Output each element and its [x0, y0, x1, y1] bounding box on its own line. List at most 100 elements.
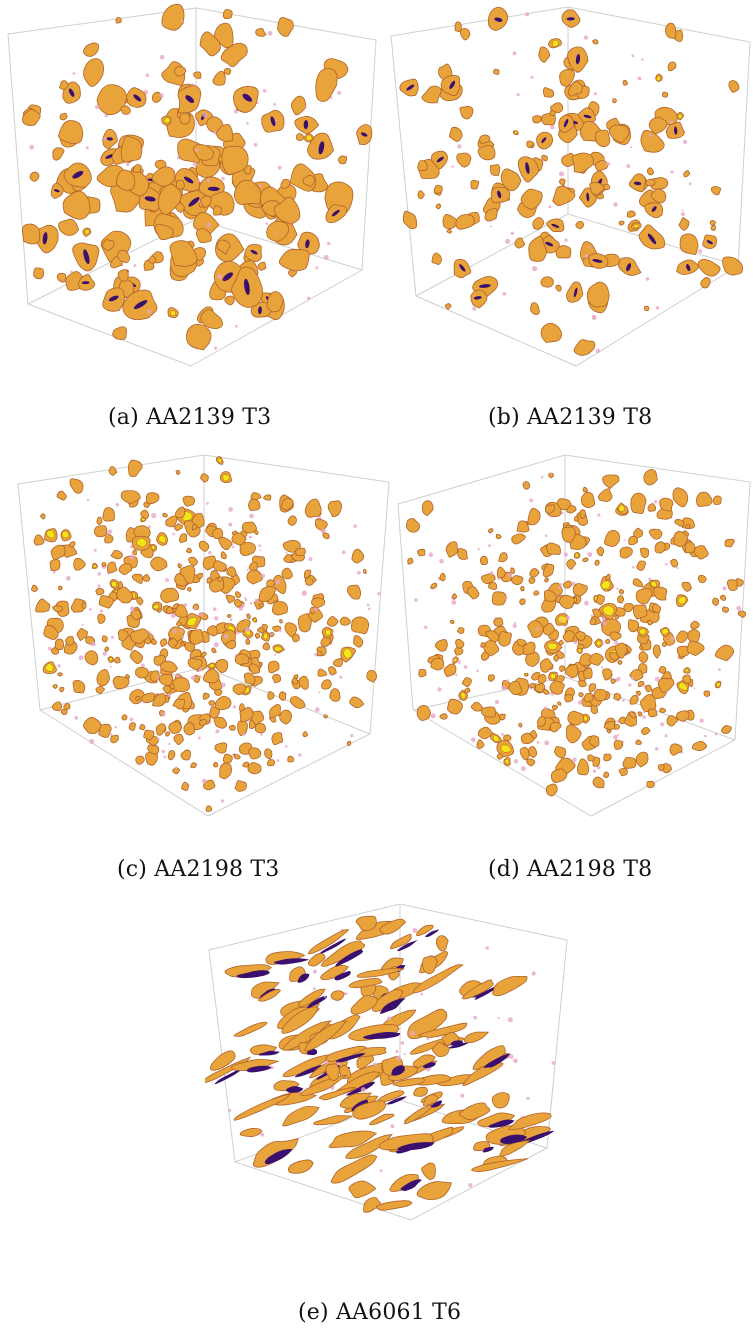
particle: [186, 586, 192, 592]
particle-speck: [244, 596, 247, 600]
particle: [498, 552, 508, 563]
particle-dark-shadow: [246, 1065, 273, 1073]
particle-highlight: [136, 538, 147, 548]
particle-speck: [350, 734, 354, 738]
particle: [464, 687, 471, 694]
particle-speck: [530, 75, 534, 79]
particle: [132, 573, 143, 584]
particle-speck: [670, 170, 674, 174]
particle: [73, 557, 86, 571]
particle: [200, 473, 209, 483]
particle: [349, 696, 365, 709]
particle-speck: [637, 76, 642, 81]
particle: [696, 491, 713, 507]
particle: [637, 711, 643, 717]
particle: [114, 656, 121, 664]
particle: [278, 248, 310, 272]
particle: [629, 694, 639, 705]
particle: [532, 115, 542, 124]
particle-core-dark: [83, 249, 90, 264]
figure-e-volume-render: [205, 900, 570, 1222]
particle: [643, 469, 658, 486]
particle-speck: [249, 513, 254, 519]
particle: [115, 169, 136, 191]
particle-speck: [529, 498, 534, 503]
particle-speck: [577, 700, 583, 705]
particle-speck: [147, 309, 152, 314]
particle-highlight: [45, 663, 54, 672]
particle-speck: [558, 586, 561, 589]
particle: [298, 675, 309, 690]
particle: [165, 731, 171, 737]
particle-speck: [81, 623, 84, 626]
particle: [94, 525, 108, 538]
particle-speck: [476, 669, 479, 672]
particle: [555, 284, 562, 292]
particle: [510, 567, 515, 575]
particle-speck: [156, 737, 160, 741]
particle-speck: [460, 1093, 465, 1098]
particle: [98, 595, 114, 609]
particle: [686, 640, 705, 657]
particle: [520, 188, 543, 211]
particle-speck: [130, 545, 134, 549]
particle: [21, 109, 41, 127]
particle: [221, 145, 249, 176]
particle-highlight: [294, 675, 298, 679]
particle: [463, 1031, 490, 1044]
particle: [579, 653, 594, 667]
particle: [271, 601, 288, 616]
particle: [289, 696, 306, 709]
particle: [69, 541, 76, 548]
particle: [661, 91, 669, 98]
particle: [498, 630, 512, 647]
particle-core-dark: [573, 287, 578, 298]
particle: [234, 653, 250, 665]
particle: [457, 548, 469, 560]
particle-speck: [238, 606, 243, 611]
particle-speck: [572, 757, 577, 763]
particle-speck: [513, 1058, 518, 1064]
particle: [62, 190, 91, 220]
particle: [595, 594, 605, 605]
particle-speck: [680, 212, 686, 217]
particle: [562, 630, 575, 643]
particle-highlight: [600, 580, 611, 590]
particle: [520, 586, 525, 592]
particle-speck: [198, 612, 204, 617]
particle: [95, 685, 105, 694]
particle: [648, 708, 658, 718]
particle: [128, 722, 136, 731]
particle-field-c: [30, 456, 381, 812]
particle: [348, 977, 383, 989]
particle: [496, 566, 506, 579]
figure-a-volume-render: [6, 4, 381, 374]
particle: [338, 1064, 352, 1080]
particle: [213, 22, 234, 49]
particle: [449, 619, 455, 624]
particle-speck: [507, 572, 513, 578]
particle: [269, 703, 281, 719]
particle: [72, 679, 86, 694]
particle: [317, 650, 323, 657]
particle-speck: [202, 778, 207, 784]
particle: [439, 713, 448, 720]
particle: [592, 608, 602, 618]
particle: [234, 591, 242, 599]
particle: [511, 533, 526, 545]
particle: [477, 145, 496, 161]
particle: [151, 91, 162, 103]
particle: [298, 988, 326, 1007]
particle: [246, 569, 263, 585]
particle-dark-shadow: [483, 1053, 510, 1068]
particle: [51, 701, 63, 712]
particle-highlight: [253, 618, 257, 622]
particle-speck: [654, 746, 659, 751]
particle: [239, 706, 254, 723]
particle: [59, 112, 68, 121]
particle-speck: [512, 51, 517, 56]
particle: [673, 531, 688, 548]
particle-speck: [190, 675, 196, 681]
particle-core-dark: [586, 192, 590, 202]
particle-highlight: [186, 617, 198, 626]
